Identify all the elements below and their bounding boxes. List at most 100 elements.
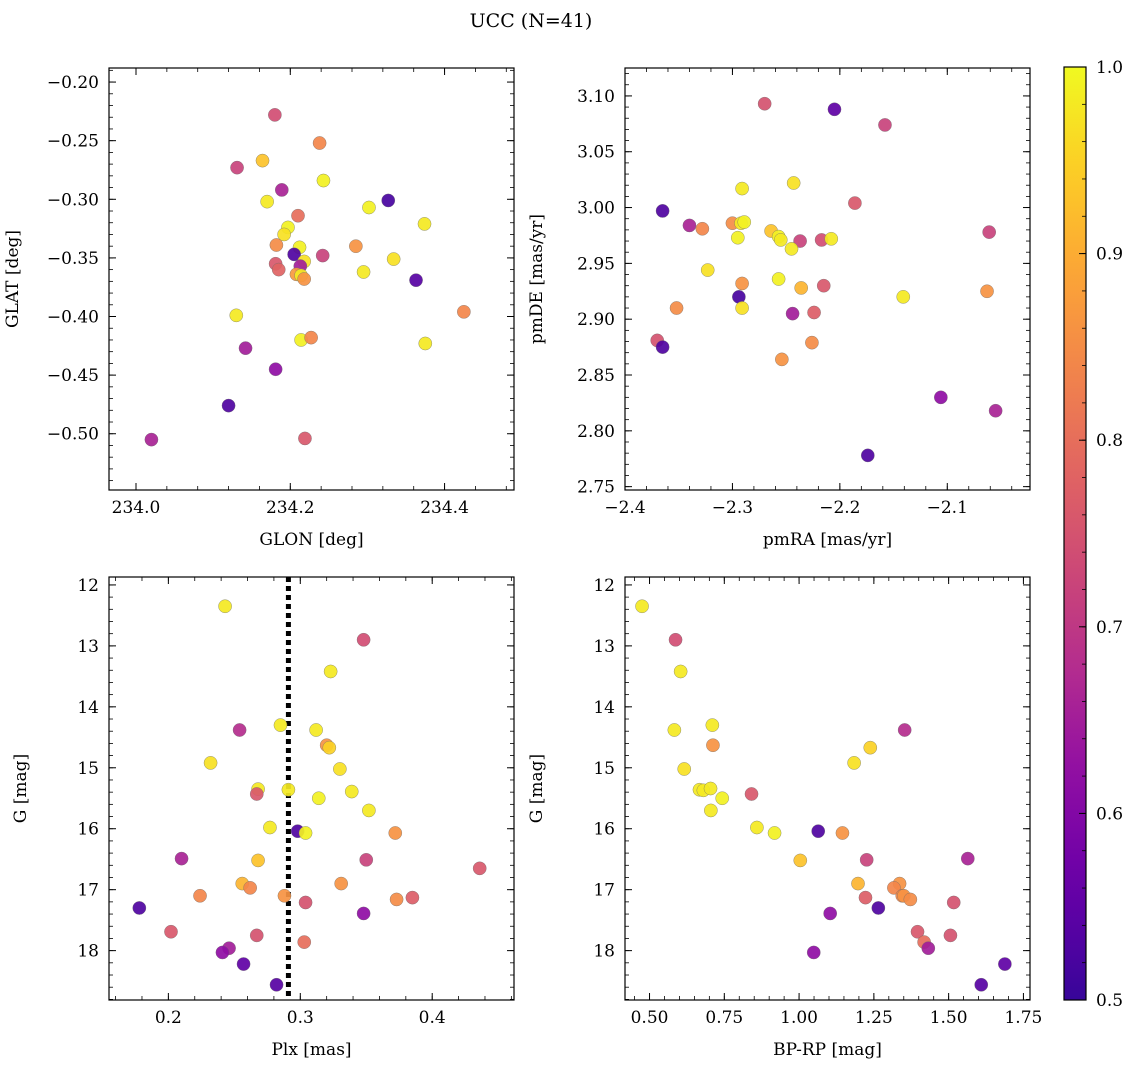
scatter-point xyxy=(418,336,433,351)
axes-frame xyxy=(624,67,1031,491)
scatter-point xyxy=(263,820,277,835)
colorbar-frame xyxy=(1063,66,1087,1001)
scatter-point xyxy=(669,301,684,315)
scatter-point xyxy=(268,108,282,122)
scatter-point xyxy=(269,977,284,992)
scatter-point xyxy=(735,181,749,196)
y-tick-label: 16 xyxy=(593,820,615,840)
y-tick-label: 2.85 xyxy=(577,366,615,386)
y-tick-label: 18 xyxy=(77,942,99,962)
scatter-point xyxy=(910,924,925,939)
scatter-point xyxy=(356,265,371,279)
y-tick-label: 16 xyxy=(77,820,99,840)
scatter-point xyxy=(750,820,764,835)
y-tick-label: 2.95 xyxy=(577,254,615,274)
scatter-point xyxy=(323,664,338,679)
scatter-point xyxy=(785,306,800,321)
y-tick-label: 18 xyxy=(593,942,615,962)
scatter-point xyxy=(851,876,865,891)
colorbar-tick-label: 0.5 xyxy=(1096,991,1123,1011)
scatter-point xyxy=(897,723,912,737)
scatter-point xyxy=(218,599,232,614)
y-tick-label: −0.40 xyxy=(47,308,99,328)
scatter-point xyxy=(744,787,759,801)
scatter-point xyxy=(249,928,264,943)
scatter-point xyxy=(309,723,323,737)
scatter-point xyxy=(784,242,799,256)
scatter-point xyxy=(298,431,312,446)
scatter-point xyxy=(359,852,374,867)
scatter-point xyxy=(730,230,745,245)
scatter-point xyxy=(457,304,471,319)
scatter-point xyxy=(921,941,936,956)
x-tick-label: −2.3 xyxy=(712,498,753,518)
scatter-point xyxy=(807,305,821,320)
scatter-point xyxy=(887,881,901,895)
y-tick-label: 15 xyxy=(593,759,615,779)
plot-area xyxy=(132,577,487,1000)
scatter-point xyxy=(230,160,244,175)
scatter-point xyxy=(277,227,291,242)
scatter-point xyxy=(998,957,1012,971)
x-axis-label: GLON [deg] xyxy=(259,530,363,550)
y-tick-label: −0.25 xyxy=(47,132,99,152)
scatter-point xyxy=(362,200,376,215)
scatter-point xyxy=(322,740,337,755)
x-tick-label: −2.1 xyxy=(927,498,968,518)
scatter-point xyxy=(472,861,487,876)
scatter-point xyxy=(682,218,697,233)
scatter-point xyxy=(260,194,274,209)
scatter-point xyxy=(221,398,236,413)
scatter-point xyxy=(848,196,862,210)
colorbar-tick-label: 0.7 xyxy=(1096,618,1123,638)
scatter-point xyxy=(232,723,247,737)
scatter-point xyxy=(203,756,218,770)
x-axis-label: Plx [mas] xyxy=(271,1040,351,1060)
scatter-point xyxy=(811,824,826,839)
y-tick-label: 14 xyxy=(77,698,99,718)
scatter-point xyxy=(700,263,715,277)
scatter-point xyxy=(737,215,752,229)
x-tick-label: 0.50 xyxy=(631,1008,669,1028)
scatter-point xyxy=(268,362,283,377)
y-axis-label: G [mag] xyxy=(11,754,31,823)
scatter-point xyxy=(405,890,420,905)
y-axis-label: pmDE [mas/yr] xyxy=(527,214,547,344)
scatter-point xyxy=(816,278,831,293)
scatter-point xyxy=(315,248,330,263)
scatter-point xyxy=(878,118,892,132)
y-tick-label: 2.90 xyxy=(577,310,615,330)
x-tick-label: 1.25 xyxy=(855,1008,893,1028)
scatter-point xyxy=(417,217,432,231)
scatter-point xyxy=(304,330,318,345)
scatter-point xyxy=(409,273,423,288)
scatter-point xyxy=(281,782,296,797)
scatter-point xyxy=(773,233,788,247)
scatter-point xyxy=(316,173,331,188)
y-tick-label: −0.50 xyxy=(47,425,99,445)
scatter-point xyxy=(381,193,396,208)
scatter-point xyxy=(655,204,670,218)
x-tick-label: 234.0 xyxy=(112,498,161,518)
scatter-point xyxy=(287,247,301,262)
x-axis-label: BP-RP [mag] xyxy=(773,1040,882,1060)
plot-area xyxy=(144,108,471,447)
scatter-point xyxy=(860,448,875,463)
y-axis-label: G [mag] xyxy=(527,754,547,823)
y-tick-label: −0.45 xyxy=(47,366,99,386)
x-tick-label: 0.2 xyxy=(155,1008,182,1028)
y-tick-label: 14 xyxy=(593,698,615,718)
y-tick-label: 3.05 xyxy=(577,143,615,163)
colorbar-gradient xyxy=(1064,67,1086,1000)
scatter-point xyxy=(389,892,404,907)
x-tick-label: 1.00 xyxy=(780,1008,818,1028)
colorbar: 0.5 0.6 0.7 0.8 0.9 1.0 xyxy=(1063,58,1123,1011)
scatter-point xyxy=(767,826,782,840)
x-tick-label: 234.4 xyxy=(420,498,469,518)
scatter-point xyxy=(705,718,720,732)
scatter-point xyxy=(946,895,961,910)
scatter-point xyxy=(847,756,861,770)
scatter-point xyxy=(943,928,958,943)
scatter-point xyxy=(988,403,1003,418)
